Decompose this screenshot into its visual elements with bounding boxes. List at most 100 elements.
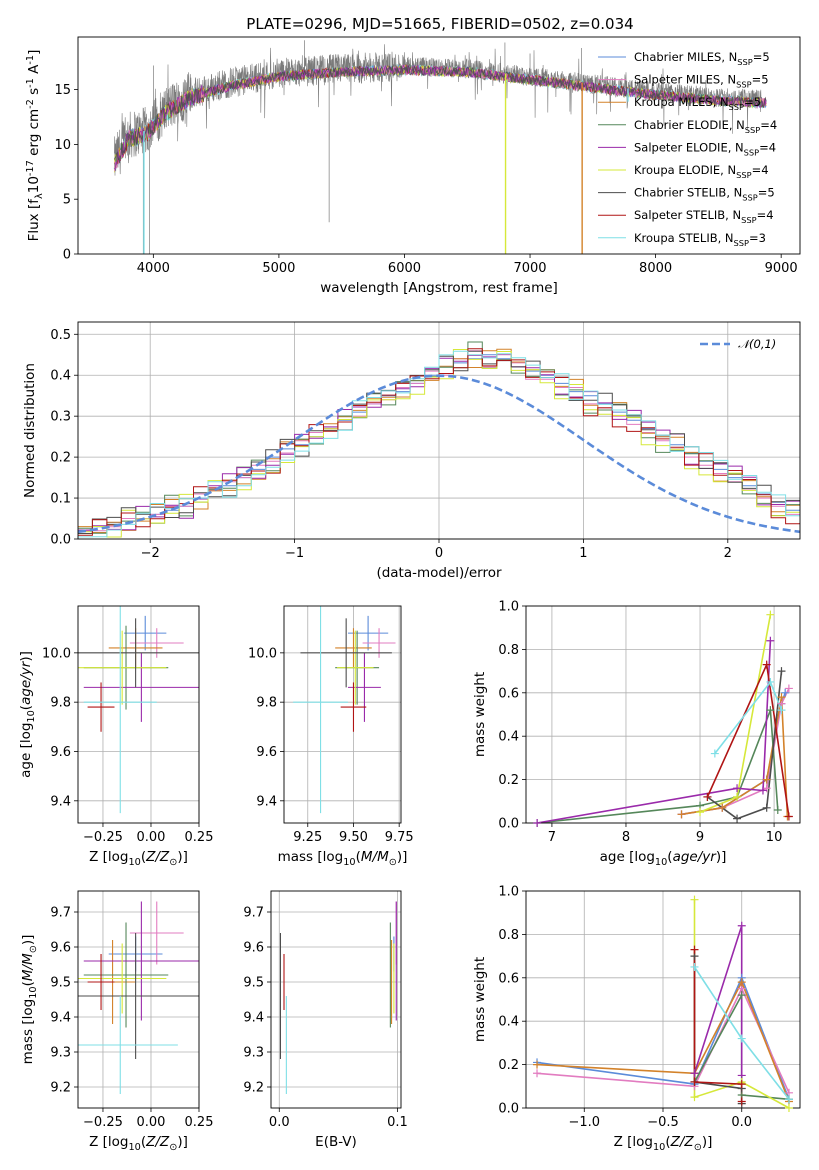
legend-label: Chabrier STELIB, NSSP=5 bbox=[634, 186, 775, 203]
y-tick-label: 0.0 bbox=[498, 1102, 519, 1117]
mass-weight-marker bbox=[737, 991, 746, 1000]
x-axis-label: mass [log10(M/M⊙)] bbox=[278, 849, 408, 868]
y-tick-label: 0.0 bbox=[498, 817, 519, 832]
x-tick-label: −0.25 bbox=[83, 830, 123, 845]
age-vs-mass-plot-area bbox=[293, 606, 396, 814]
y-tick-label: 15 bbox=[54, 83, 71, 98]
mass-weight-line bbox=[536, 640, 772, 823]
mass-vs-EBV-plot-area bbox=[279, 901, 397, 1094]
legend-label: 𝒩(0,1) bbox=[738, 337, 776, 351]
y-tick-label: 9.4 bbox=[256, 794, 277, 809]
y-tick-label: 9.7 bbox=[50, 906, 71, 921]
mass-weight-line bbox=[536, 975, 790, 1100]
x-tick-label: 9000 bbox=[765, 261, 798, 276]
figure-title: PLATE=0296, MJD=51665, FIBERID=0502, z=0… bbox=[246, 15, 633, 33]
axes-frame bbox=[77, 321, 801, 540]
y-tick-label: 9.8 bbox=[50, 696, 71, 711]
y-tick-label: 9.5 bbox=[50, 976, 71, 991]
y-axis-label: Normed distribution bbox=[22, 363, 38, 498]
mass-vs-Z-plot-area bbox=[78, 901, 199, 1094]
y-tick-label: 9.4 bbox=[50, 794, 71, 809]
y-axis-label: mass weight bbox=[472, 957, 488, 1042]
mass-weight-marker bbox=[690, 962, 699, 971]
axes-frame bbox=[77, 36, 801, 255]
axes-frame bbox=[270, 890, 402, 1109]
mass-weight-marker bbox=[766, 706, 775, 715]
mass-weight-marker bbox=[737, 978, 746, 987]
y-tick-label: 9.2 bbox=[243, 1081, 264, 1096]
mass-weight-marker bbox=[784, 1095, 793, 1104]
spectrum-plot-area bbox=[113, 40, 767, 254]
mass-weight-line bbox=[536, 980, 790, 1102]
x-tick-label: 0.00 bbox=[137, 1115, 166, 1130]
x-tick-label: 9 bbox=[696, 830, 704, 845]
mass-weight-marker bbox=[737, 1034, 746, 1043]
x-tick-label: 0.25 bbox=[185, 1115, 214, 1130]
axes-frame bbox=[525, 890, 801, 1109]
y-tick-label: 0.8 bbox=[498, 643, 519, 658]
x-axis-label: age [log10(age/yr)] bbox=[600, 849, 727, 868]
y-tick-label: 0.4 bbox=[498, 1015, 519, 1030]
mass-weight-marker bbox=[762, 775, 771, 784]
y-tick-label: 0.2 bbox=[498, 1058, 519, 1073]
axes-frame bbox=[525, 605, 801, 824]
mass-weight-line bbox=[699, 614, 772, 813]
mass-weight-marker bbox=[677, 810, 686, 819]
mass-weight-marker bbox=[533, 1060, 542, 1069]
normal-distribution-curve bbox=[78, 374, 800, 534]
mass-weight-line bbox=[693, 949, 743, 1102]
y-tick-label: 9.3 bbox=[243, 1046, 264, 1061]
axes-frame bbox=[283, 605, 402, 824]
x-tick-label: 8000 bbox=[639, 261, 672, 276]
mass-weight-marker bbox=[777, 693, 786, 702]
y-tick-label: 9.3 bbox=[50, 1046, 71, 1061]
mass-weight-marker bbox=[690, 1093, 699, 1102]
legend-label: Kroupa ELODIE, NSSP=4 bbox=[634, 163, 769, 180]
y-tick-label: 0.4 bbox=[498, 730, 519, 745]
mass-weight-marker bbox=[773, 805, 782, 814]
y-tick-label: 1.0 bbox=[498, 885, 519, 900]
mass-weight-marker bbox=[737, 921, 746, 930]
model-spectrum-line bbox=[114, 65, 767, 163]
y-axis-label: mass [log10(M/M⊙)] bbox=[20, 935, 39, 1065]
legend-label: Kroupa MILES, NSSP=5 bbox=[634, 95, 761, 112]
y-tick-label: 9.7 bbox=[243, 906, 264, 921]
mass-weight-marker bbox=[762, 660, 771, 669]
x-tick-label: 4000 bbox=[137, 261, 170, 276]
mass-weight-marker bbox=[777, 706, 786, 715]
x-tick-label: 0.0 bbox=[269, 1115, 290, 1130]
mass-weight-marker bbox=[690, 945, 699, 954]
mass-weight-marker bbox=[696, 808, 705, 817]
age-vs-Z-axes: −0.25 0.00 0.25 9.4 9.6 9.8 10.0 Z [log10(Z/Z⊙)… bbox=[18, 605, 214, 868]
observed-spectrum-line bbox=[114, 44, 763, 176]
mass-weight-marker bbox=[533, 1069, 542, 1078]
x-tick-label: 8 bbox=[622, 830, 630, 845]
y-tick-label: 9.5 bbox=[243, 976, 264, 991]
y-tick-label: 0.0 bbox=[50, 533, 71, 548]
y-tick-label: 9.4 bbox=[50, 1011, 71, 1026]
x-tick-label: −0.5 bbox=[647, 1115, 679, 1130]
x-tick-label: 0 bbox=[435, 546, 443, 561]
y-tick-label: 9.6 bbox=[256, 745, 277, 760]
x-tick-label: 0.00 bbox=[137, 830, 166, 845]
mass-vs-Z-axes: −0.25 0.00 0.25 9.2 9.3 9.4 9.5 9.6 9.7 Z [log10(… bbox=[20, 890, 214, 1153]
mass-weight-marker bbox=[784, 684, 793, 693]
x-tick-label: 7000 bbox=[513, 261, 546, 276]
mass-weight-marker bbox=[710, 749, 719, 758]
mass-weight-line bbox=[693, 925, 743, 1076]
x-tick-label: 0.25 bbox=[185, 830, 214, 845]
y-tick-label: 9.6 bbox=[50, 745, 71, 760]
x-axis-label: Z [log10(Z/Z⊙)] bbox=[89, 1134, 188, 1153]
x-tick-label: 9.75 bbox=[385, 830, 414, 845]
mass-weight-marker bbox=[766, 677, 775, 686]
x-tick-label: −1 bbox=[285, 546, 304, 561]
mass-weight-marker bbox=[784, 1104, 793, 1112]
mass-weight-marker bbox=[703, 792, 712, 801]
y-tick-label: 0.2 bbox=[498, 773, 519, 788]
y-tick-label: 9.8 bbox=[256, 696, 277, 711]
y-tick-label: 9.4 bbox=[243, 1011, 264, 1026]
axes-frame bbox=[77, 605, 200, 824]
x-axis-label: wavelength [Angstrom, rest frame] bbox=[320, 280, 558, 296]
y-tick-label: 1.0 bbox=[498, 600, 519, 615]
